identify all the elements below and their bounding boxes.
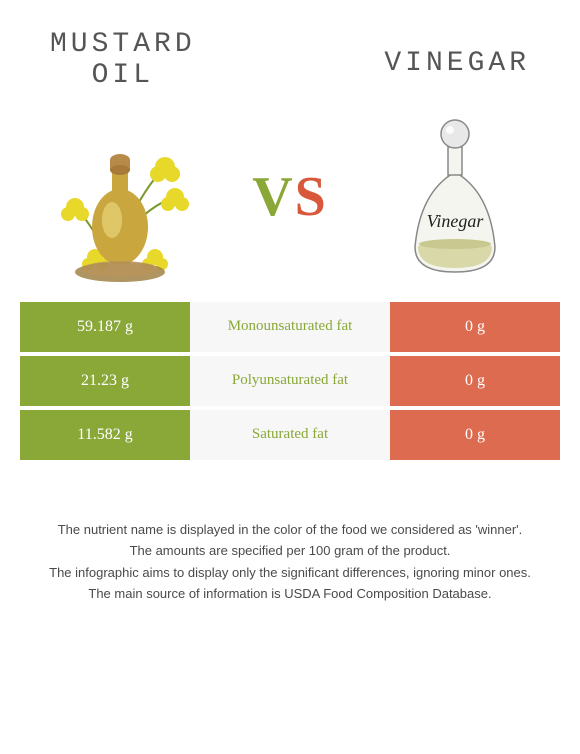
table-row: 21.23 gPolyunsaturated fat0 g (20, 356, 560, 406)
nutrient-name: Saturated fat (190, 410, 390, 460)
vs-s: S (295, 166, 328, 228)
left-food-title: MUSTARD OIL (50, 30, 196, 92)
table-row: 59.187 gMonounsaturated fat0 g (20, 302, 560, 352)
footnote-1: The nutrient name is displayed in the co… (40, 520, 540, 540)
images-row: VS Vinegar (0, 102, 580, 302)
table-row: 11.582 gSaturated fat0 g (20, 410, 560, 460)
footnotes: The nutrient name is displayed in the co… (0, 520, 580, 604)
footnote-4: The main source of information is USDA F… (40, 584, 540, 604)
footnote-3: The infographic aims to display only the… (40, 563, 540, 583)
vinegar-illustration: Vinegar (380, 112, 530, 282)
mustard-oil-illustration (50, 112, 200, 282)
right-value: 0 g (390, 356, 560, 406)
left-title-line1: MUSTARD (50, 30, 196, 61)
vs-v: V (252, 166, 294, 228)
right-value: 0 g (390, 410, 560, 460)
comparison-table: 59.187 gMonounsaturated fat0 g21.23 gPol… (20, 302, 560, 460)
left-value: 59.187 g (20, 302, 190, 352)
nutrient-name: Polyunsaturated fat (190, 356, 390, 406)
vs-label: VS (252, 165, 328, 229)
footnote-2: The amounts are specified per 100 gram o… (40, 541, 540, 561)
header: MUSTARD OIL VINEGAR (0, 0, 580, 102)
left-value: 21.23 g (20, 356, 190, 406)
left-value: 11.582 g (20, 410, 190, 460)
nutrient-name: Monounsaturated fat (190, 302, 390, 352)
right-food-title: VINEGAR (384, 48, 530, 79)
left-title-line2: OIL (50, 61, 196, 92)
right-value: 0 g (390, 302, 560, 352)
vinegar-bottle-label: Vinegar (427, 211, 485, 231)
